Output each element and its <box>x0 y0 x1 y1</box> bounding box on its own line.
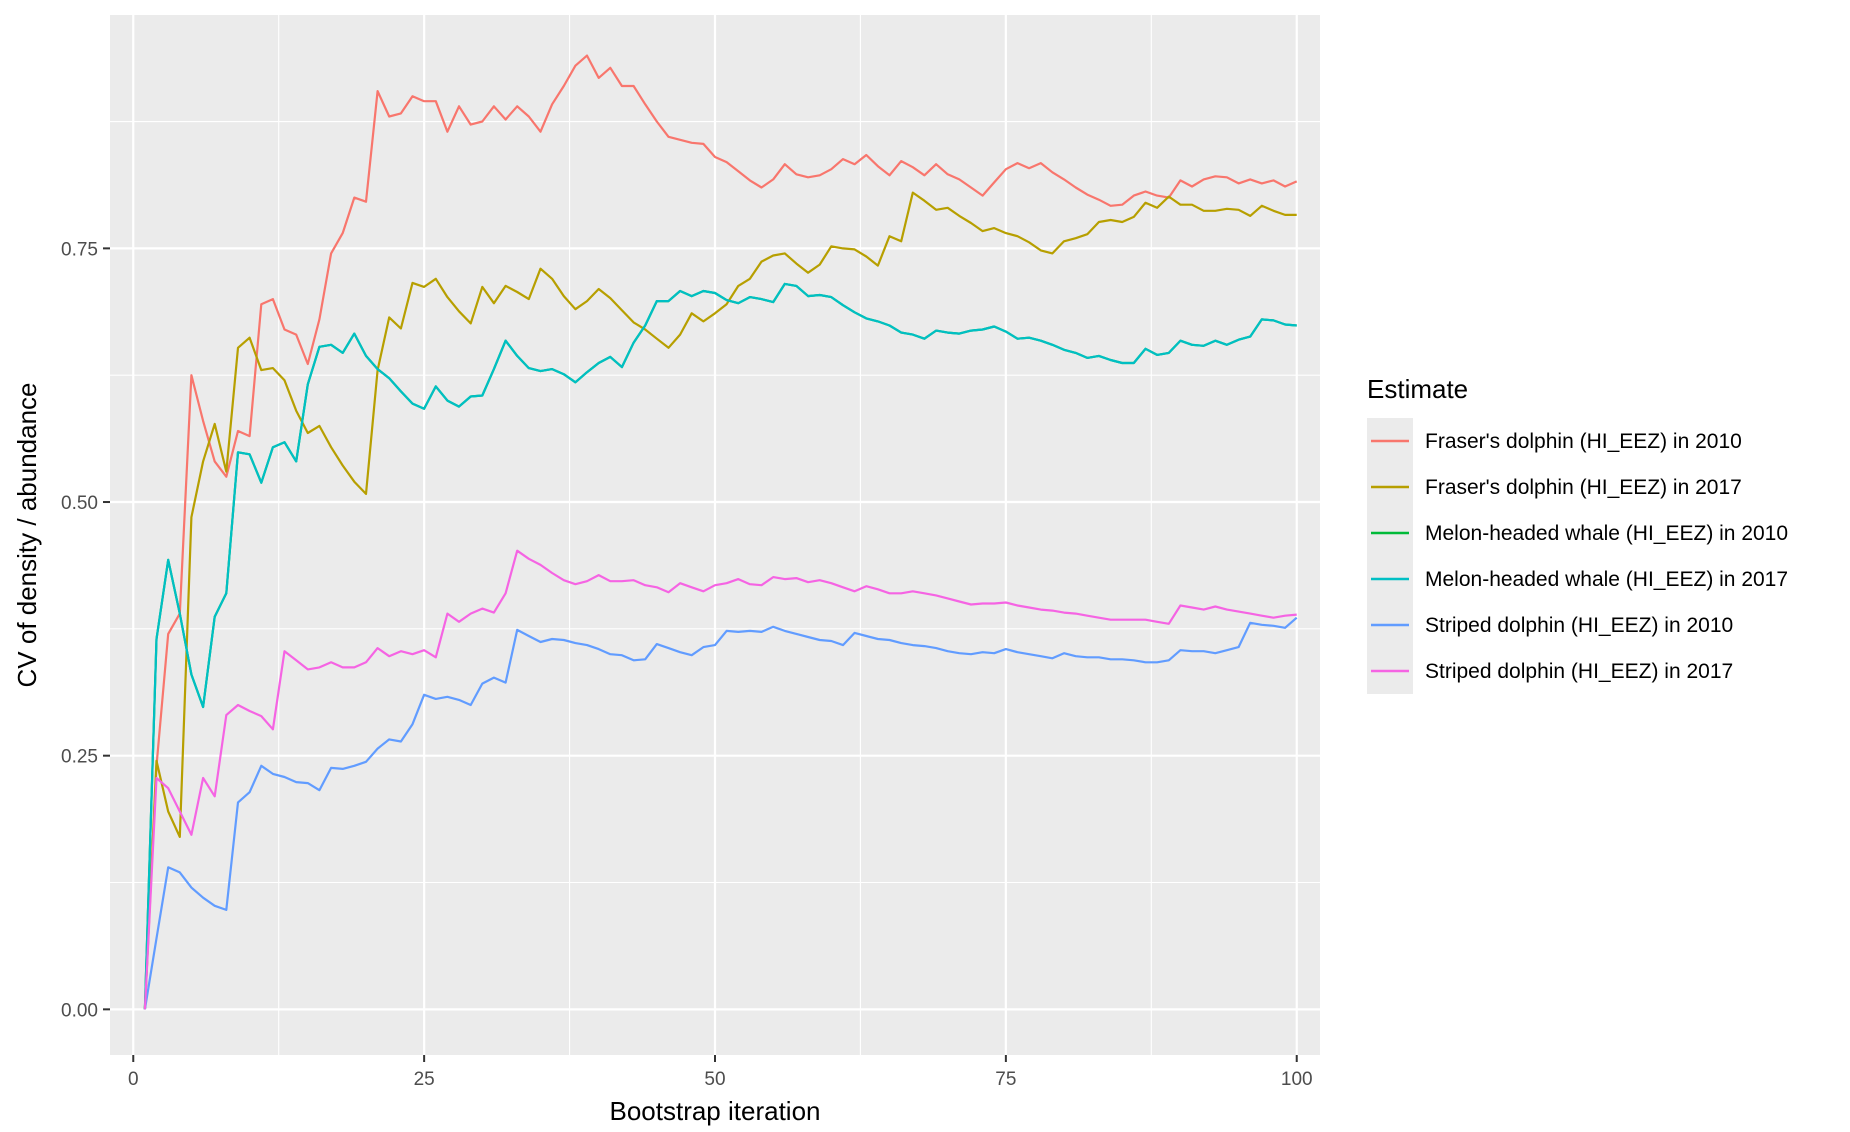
series-line-1 <box>143 54 1298 1010</box>
legend-label-6: Striped dolphin (HI_EEZ) in 2017 <box>1425 660 1733 683</box>
series-line-4 <box>143 282 1297 1010</box>
x-axis-title: Bootstrap iteration <box>609 1096 820 1126</box>
legend-items: Fraser's dolphin (HI_EEZ) in 2010 Fraser'… <box>1371 430 1788 683</box>
legend-label-3: Melon-headed whale (HI_EEZ) in 2010 <box>1425 522 1788 545</box>
y-tick-label: 0.50 <box>61 493 98 514</box>
y-axis-title: CV of density / abundance <box>12 383 42 688</box>
legend-title: Estimate <box>1367 374 1468 404</box>
legend-label-5: Striped dolphin (HI_EEZ) in 2010 <box>1425 614 1733 637</box>
y-tick-label: 0.75 <box>61 239 98 260</box>
axes: 0 25 50 75 100 0.00 0.25 0.50 0.75 <box>61 239 1313 1090</box>
y-tick-label: 0.00 <box>61 1000 98 1021</box>
series-line-5 <box>143 616 1298 1010</box>
legend-label-4: Melon-headed whale (HI_EEZ) in 2017 <box>1425 568 1788 591</box>
data-series <box>143 54 1298 1010</box>
legend-key-background <box>1367 418 1413 694</box>
legend-label-1: Fraser's dolphin (HI_EEZ) in 2010 <box>1425 430 1742 453</box>
series-line-6 <box>143 549 1297 1010</box>
legend-label-2: Fraser's dolphin (HI_EEZ) in 2017 <box>1425 476 1742 499</box>
y-tick-label: 0.25 <box>61 747 98 768</box>
x-tick-label: 75 <box>995 1069 1016 1090</box>
grid-lines <box>110 15 1320 1055</box>
x-tick-label: 0 <box>128 1069 139 1090</box>
legend: Estimate Fraser's dolphin (HI_EEZ) in 20… <box>1367 374 1788 694</box>
x-tick-label: 25 <box>414 1069 435 1090</box>
series-line-2 <box>143 191 1297 1010</box>
x-tick-label: 100 <box>1281 1069 1313 1090</box>
x-tick-label: 50 <box>704 1069 725 1090</box>
